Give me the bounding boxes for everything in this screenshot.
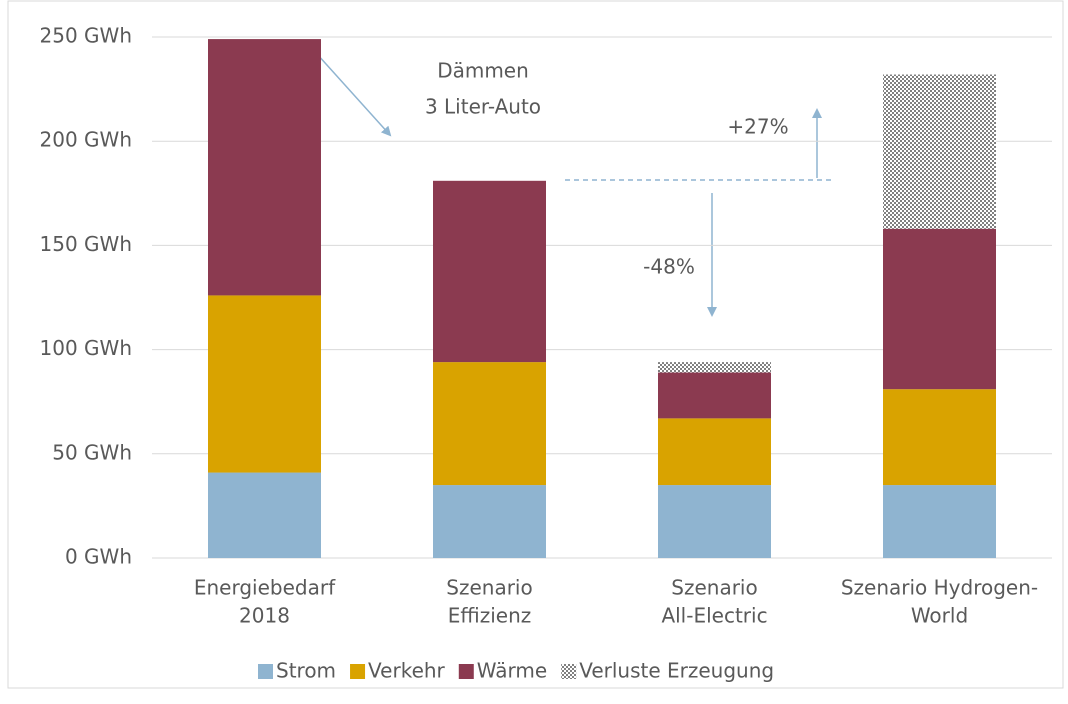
bar-segment xyxy=(433,362,546,486)
arrow xyxy=(307,43,392,137)
x-tick-label: Szenario Hydrogen- xyxy=(841,576,1038,600)
bar-segment xyxy=(208,472,321,558)
legend-swatch xyxy=(258,664,273,679)
legend-label: Strom xyxy=(276,659,336,683)
x-tick-label: Energiebedarf xyxy=(194,576,336,600)
y-tick-label: 50 GWh xyxy=(52,440,132,464)
bar-segment xyxy=(208,295,321,473)
x-tick-label: Effizienz xyxy=(448,604,532,628)
bar-segment xyxy=(658,485,771,558)
annotation: +27% xyxy=(727,115,788,139)
legend-swatch xyxy=(350,664,366,679)
legend-label: Verluste Erzeugung xyxy=(579,659,774,683)
bar-segment xyxy=(658,362,771,373)
x-tick-label: World xyxy=(911,604,968,628)
bar-segment xyxy=(883,228,996,390)
y-tick-label: 0 GWh xyxy=(65,545,132,569)
bar-segment xyxy=(658,418,771,486)
x-tick-label: All-Electric xyxy=(661,604,767,628)
x-tick-label: 2018 xyxy=(239,604,290,628)
annotation: -48% xyxy=(643,255,695,279)
bar-segment xyxy=(883,74,996,229)
y-tick-label: 150 GWh xyxy=(40,232,132,256)
frame xyxy=(7,0,1064,689)
annotation: 3 Liter-Auto xyxy=(425,95,541,119)
y-tick-label: 100 GWh xyxy=(40,336,132,360)
x-tick-label: Szenario xyxy=(671,576,757,600)
x-tick-label: Szenario xyxy=(446,576,532,600)
legend-label: Wärme xyxy=(477,659,547,683)
bar-segment xyxy=(883,389,996,486)
legend-swatch xyxy=(561,664,577,679)
bar-segment xyxy=(208,39,321,296)
legend-label: Verkehr xyxy=(368,659,446,683)
y-tick-label: 200 GWh xyxy=(40,128,132,152)
bar-segment xyxy=(658,372,771,419)
annotation: Dämmen xyxy=(437,59,529,83)
bar-segment xyxy=(433,180,546,363)
legend-swatch xyxy=(458,664,474,679)
bar-segment xyxy=(883,485,996,558)
y-tick-label: 250 GWh xyxy=(40,24,132,48)
bar-segment xyxy=(433,485,546,558)
